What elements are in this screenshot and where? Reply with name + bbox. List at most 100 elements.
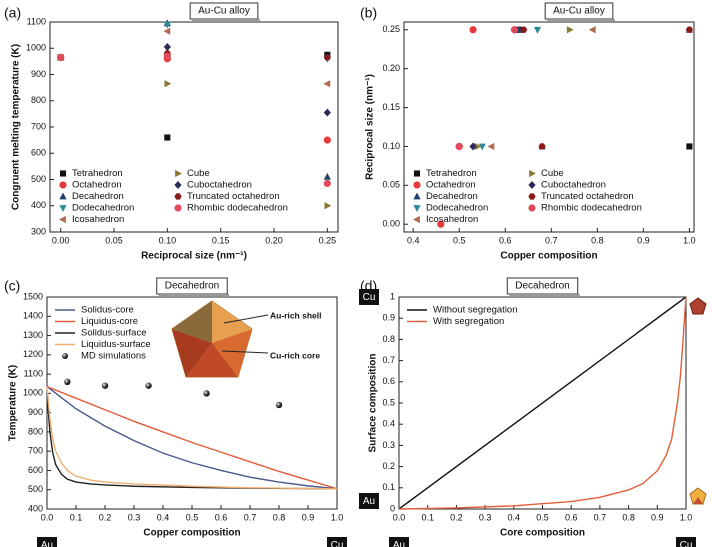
legend-label: Truncated octahedron <box>541 191 634 202</box>
y-axis-label: Reciprocal size (nm⁻¹) <box>365 74 376 180</box>
marker <box>487 142 495 151</box>
y-tick-label: 1400 <box>23 311 43 321</box>
y-tick-label: 1000 <box>23 388 43 398</box>
x-tick-label: 0.1 <box>421 512 434 522</box>
md-point <box>275 401 283 409</box>
x-tick-label: 0.9 <box>637 235 650 245</box>
legend-marker <box>529 169 536 178</box>
x-tick-label: 0.6 <box>499 235 512 245</box>
legend-marker <box>59 170 67 177</box>
end-label-box <box>37 537 57 547</box>
y-tick-label: 300 <box>31 226 46 236</box>
x-tick-label: 0.20 <box>265 235 283 245</box>
panel: (b) Au-Cu alloy 0.4 0.5 0.6 0.7 0.8 0.9 1.0 0.00 0… <box>360 2 696 262</box>
marker <box>520 26 528 33</box>
panel-label: (c) <box>4 278 20 294</box>
series-line <box>46 385 338 490</box>
y-tick-label: 600 <box>31 148 46 158</box>
y-tick-label: 1500 <box>23 291 43 301</box>
y-tick-label: 0.7 <box>382 355 395 365</box>
y-tick-label: 500 <box>28 484 43 494</box>
y-tick-label: 0.3 <box>382 440 395 450</box>
y-tick-label: 0.4 <box>382 419 395 429</box>
legend-label: Without segregation <box>433 305 518 316</box>
y-axis-label: Congruent melting temperature (K) <box>11 44 22 210</box>
panel: (c) Decahedron 0.0 0.1 0.2 0.3 0.4 0.5 0.6 0.7 0.8… <box>4 277 347 547</box>
end-label-box <box>359 493 379 509</box>
x-tick-label: 0.4 <box>407 235 420 245</box>
x-tick-label: 0.00 <box>52 235 70 245</box>
x-tick-label: 0.2 <box>450 512 463 522</box>
series-line <box>398 296 687 510</box>
y-tick-label: 0.15 <box>382 102 400 112</box>
end-label-box <box>676 537 696 547</box>
legend-marker <box>59 215 66 224</box>
legend-label: Octahedron <box>72 180 122 191</box>
face <box>186 343 238 377</box>
chart-title: Decahedron <box>165 281 219 292</box>
x-tick-label: 0.4 <box>508 512 521 522</box>
end-label-box <box>327 537 347 547</box>
y-tick-label: 0.6 <box>382 376 395 386</box>
x-tick-label: 1.0 <box>331 512 344 522</box>
y-tick-label: 800 <box>31 95 46 105</box>
legend-label: Icosahedron <box>426 214 478 225</box>
y-tick-label: 400 <box>28 503 43 513</box>
x-tick-label: 1.0 <box>683 235 696 245</box>
md-point <box>145 382 152 389</box>
pointer <box>223 314 269 324</box>
y-tick-label: 0.1 <box>382 482 395 492</box>
legend-marker <box>413 181 421 189</box>
end-label: Cu <box>331 540 344 547</box>
x-tick-label: 0.5 <box>536 512 549 522</box>
annotation: Au-rich shell <box>270 310 321 320</box>
x-tick-label: 0.7 <box>244 512 257 522</box>
md-point <box>64 378 71 385</box>
marker <box>455 142 463 151</box>
x-tick-label: 0.3 <box>479 512 492 522</box>
pointer <box>221 350 269 354</box>
end-label: Au <box>393 540 405 547</box>
end-label-box <box>359 289 379 305</box>
marker <box>164 80 172 88</box>
end-label-box <box>389 537 409 547</box>
legend-marker <box>174 204 182 212</box>
md-point <box>203 390 210 397</box>
marker <box>163 21 171 29</box>
y-tick-label: 400 <box>31 200 46 210</box>
legend-label: Tetrahedron <box>426 168 477 179</box>
legend-marker <box>528 204 536 212</box>
chart-title: Au-Cu alloy <box>198 6 250 17</box>
marker <box>437 220 445 228</box>
legend-label: Solidus-surface <box>81 328 146 339</box>
marker <box>163 52 171 60</box>
y-tick-label: 0.2 <box>382 461 395 471</box>
y-axis-label: Surface composition <box>368 354 379 453</box>
marker <box>588 26 596 34</box>
legend-marker <box>59 205 67 212</box>
x-tick-label: 0.6 <box>565 512 578 522</box>
legend-marker <box>62 353 68 359</box>
marker <box>533 26 542 34</box>
marker <box>324 202 332 210</box>
legend-label: Decahedron <box>72 191 124 202</box>
x-tick-label: 0.9 <box>651 512 664 522</box>
legend-label: Liquidus-core <box>81 316 138 327</box>
series-line <box>46 386 338 490</box>
au-particle-icon <box>689 487 707 505</box>
x-tick-label: 0.7 <box>594 512 607 522</box>
y-tick-label: 1100 <box>24 368 43 378</box>
x-tick-label: 0.0 <box>41 512 54 522</box>
marker <box>566 26 574 34</box>
x-tick-label: 0.25 <box>319 235 337 245</box>
y-tick-label: 500 <box>31 174 46 184</box>
marker <box>510 26 519 34</box>
y-tick-label: 0.00 <box>382 219 400 229</box>
legend-marker <box>413 192 421 200</box>
series-line <box>46 393 338 490</box>
marker <box>323 54 331 61</box>
x-tick-label: 0.5 <box>453 235 466 245</box>
chart-title: Decahedron <box>515 281 569 292</box>
face <box>212 329 252 377</box>
